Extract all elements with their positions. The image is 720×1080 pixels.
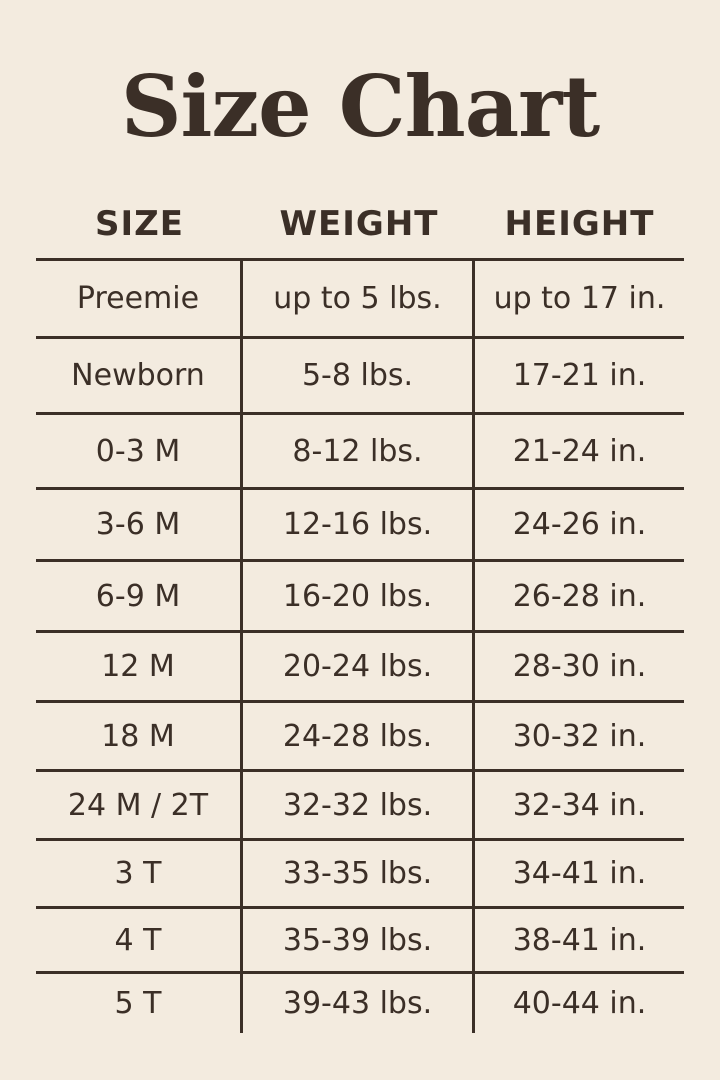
size-cell: Newborn (36, 339, 243, 412)
weight-cell: 35-39 lbs. (243, 909, 475, 971)
size-cell: Preemie (36, 261, 243, 336)
table-row: 6-9 M 16-20 lbs. 26-28 in. (36, 562, 684, 633)
weight-cell: up to 5 lbs. (243, 261, 475, 336)
header-size: SIZE (94, 204, 185, 244)
header-weight: WEIGHT (279, 204, 439, 244)
size-cell: 6-9 M (36, 562, 243, 630)
weight-cell: 33-35 lbs. (243, 841, 475, 906)
table-row: 18 M 24-28 lbs. 30-32 in. (36, 703, 684, 772)
height-cell: 17-21 in. (512, 358, 647, 393)
table-row: 0-3 M 8-12 lbs. 21-24 in. (36, 415, 684, 490)
size-cell: 12 M (36, 633, 243, 700)
weight-cell: 12-16 lbs. (243, 490, 475, 559)
weight-cell: 16-20 lbs. (243, 562, 475, 630)
table-row: 5 T 39-43 lbs. 40-44 in. (36, 974, 684, 1033)
height-cell: 40-44 in. (512, 986, 647, 1021)
height-cell: 34-41 in. (512, 856, 647, 891)
weight-cell: 32-32 lbs. (243, 772, 475, 838)
table-row: 12 M 20-24 lbs. 28-30 in. (36, 633, 684, 703)
height-cell: up to 17 in. (493, 281, 666, 316)
table-header: SIZE WEIGHT HEIGHT (36, 190, 684, 261)
header-height: HEIGHT (504, 204, 655, 244)
table-row: 24 M / 2T 32-32 lbs. 32-34 in. (36, 772, 684, 841)
height-cell: 26-28 in. (512, 578, 647, 614)
size-cell: 24 M / 2T (36, 772, 243, 838)
size-cell: 3-6 M (36, 490, 243, 559)
table-row: Preemie up to 5 lbs. up to 17 in. (36, 261, 684, 339)
weight-cell: 5-8 lbs. (243, 339, 475, 412)
height-cell: 28-30 in. (512, 649, 647, 684)
table-row: 3 T 33-35 lbs. 34-41 in. (36, 841, 684, 909)
size-cell: 4 T (36, 909, 243, 971)
size-cell: 18 M (36, 703, 243, 769)
size-table: Preemie up to 5 lbs. up to 17 in. Newborn 5-… (36, 261, 684, 1033)
height-cell: 21-24 in. (512, 433, 647, 469)
height-cell: 24-26 in. (512, 507, 647, 542)
table-row: Newborn 5-8 lbs. 17-21 in. (36, 339, 684, 415)
size-cell: 0-3 M (36, 415, 243, 487)
height-cell: 32-34 in. (512, 787, 647, 823)
size-cell: 3 T (36, 841, 243, 906)
table-row: 4 T 35-39 lbs. 38-41 in. (36, 909, 684, 974)
page-title: Size Chart (120, 57, 600, 156)
table-row: 3-6 M 12-16 lbs. 24-26 in. (36, 490, 684, 562)
size-cell: 5 T (36, 974, 243, 1033)
weight-cell: 20-24 lbs. (243, 633, 475, 700)
height-cell: 30-32 in. (512, 718, 647, 754)
weight-cell: 24-28 lbs. (243, 703, 475, 769)
weight-cell: 8-12 lbs. (243, 415, 475, 487)
height-cell: 38-41 in. (512, 922, 647, 958)
weight-cell: 39-43 lbs. (243, 974, 475, 1033)
